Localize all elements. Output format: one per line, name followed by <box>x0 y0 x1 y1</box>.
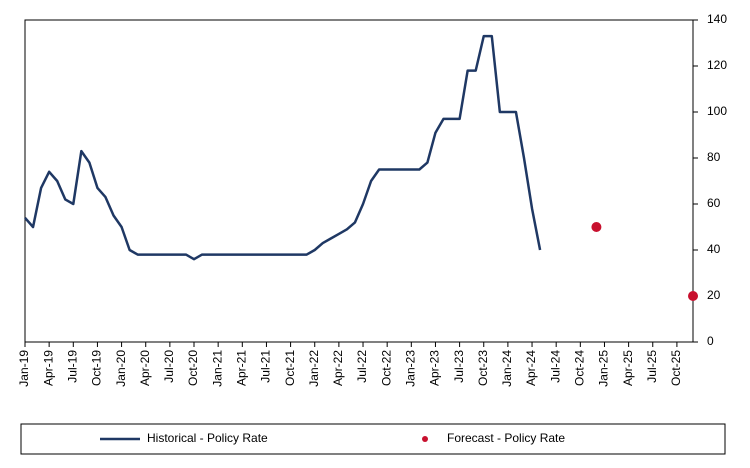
x-tick-label: Jan-23 <box>403 350 417 387</box>
x-tick-label: Jul-24 <box>548 350 562 383</box>
y-tick-label: 80 <box>707 150 721 164</box>
y-tick-label: 0 <box>707 334 714 348</box>
x-tick-label: Jul-22 <box>355 350 369 383</box>
point <box>688 291 698 301</box>
x-tick-label: Oct-22 <box>379 350 393 386</box>
x-tick-label: Jan-19 <box>17 350 31 387</box>
x-tick-label: Jul-20 <box>162 350 176 383</box>
y-tick-label: 100 <box>707 104 727 118</box>
x-tick-label: Apr-20 <box>138 350 152 386</box>
x-tick-label: Jan-22 <box>307 350 321 387</box>
x-tick-label: Oct-23 <box>476 350 490 386</box>
x-tick-label: Oct-24 <box>572 350 586 386</box>
x-tick-label: Oct-21 <box>283 350 297 386</box>
x-tick-label: Oct-19 <box>90 350 104 386</box>
x-tick-label: Jul-25 <box>645 350 659 383</box>
x-tick-label: Jul-21 <box>259 350 273 383</box>
line-series <box>24 34 542 261</box>
x-tick-label: Apr-21 <box>234 350 248 386</box>
x-tick-label: Jul-19 <box>65 350 79 383</box>
x-tick-label: Apr-22 <box>331 350 345 386</box>
x-tick-label: Jan-21 <box>210 350 224 387</box>
plot-frame <box>24 19 694 343</box>
legend-box <box>20 423 726 455</box>
x-tick-label: Jan-20 <box>114 350 128 387</box>
x-tick-label: Jul-23 <box>452 350 466 383</box>
x-tick-label: Jan-24 <box>500 350 514 387</box>
x-tick-label: Apr-19 <box>41 350 55 386</box>
x-tick-label: Jan-25 <box>597 350 611 387</box>
x-tick-label: Apr-24 <box>524 350 538 386</box>
y-tick-label: 140 <box>707 12 727 26</box>
y-tick-label: 120 <box>707 58 727 72</box>
legend-swatch <box>422 436 428 442</box>
y-tick-label: 60 <box>707 196 721 210</box>
x-tick-label: Apr-25 <box>621 350 635 386</box>
x-tick-label: Apr-23 <box>428 350 442 386</box>
legend-label: Forecast - Policy Rate <box>447 431 565 445</box>
x-tick-label: Oct-20 <box>186 350 200 386</box>
x-tick-label: Oct-25 <box>669 350 683 386</box>
y-tick-label: 40 <box>707 242 721 256</box>
y-tick-label: 20 <box>707 288 721 302</box>
legend-label: Historical - Policy Rate <box>147 431 268 445</box>
point <box>591 222 602 232</box>
